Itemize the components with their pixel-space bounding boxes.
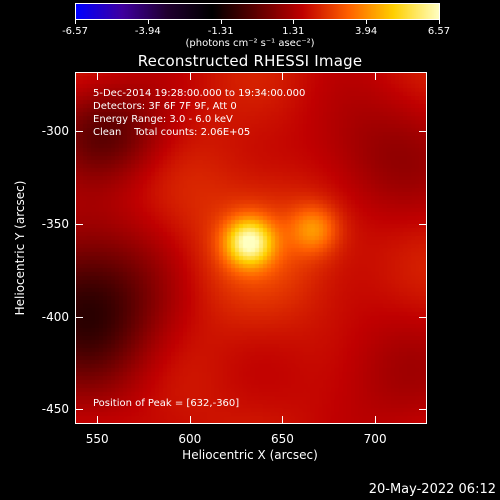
y-tick-right: [419, 316, 427, 318]
y-tick-left: [75, 223, 83, 225]
colorbar-units-label: (photons cm⁻² s⁻¹ asec⁻²): [185, 38, 315, 49]
y-tick-label: -350: [41, 216, 69, 231]
peak-position-annotation: Position of Peak = [632,-360]: [93, 398, 240, 409]
x-tick-bottom: [97, 416, 99, 424]
colorbar-tick: [293, 20, 295, 24]
colorbar: [75, 3, 440, 20]
colorbar-tick: [147, 20, 149, 24]
x-tick-label: 550: [85, 432, 109, 446]
y-tick-label: -300: [41, 124, 69, 139]
y-tick-label: -450: [41, 402, 69, 417]
detectors-annotation: Detectors: 3F 6F 7F 9F, Att 0: [93, 101, 237, 112]
x-tick-top: [189, 72, 191, 80]
colorbar-tick-label: -1.31: [207, 26, 234, 37]
x-axis-label: Heliocentric X (arcsec): [182, 448, 318, 462]
colorbar-tick-label: -3.94: [134, 26, 161, 37]
heatmap-image: [75, 72, 427, 424]
colorbar-tick-label: -6.57: [62, 26, 88, 37]
colorbar-tick: [75, 20, 76, 24]
y-tick-label: -400: [41, 309, 69, 324]
y-axis-label: Heliocentric Y (arcsec): [13, 180, 27, 316]
y-tick-left: [75, 316, 83, 318]
colorbar-tick: [439, 20, 440, 24]
x-tick-bottom: [282, 416, 284, 424]
x-tick-bottom: [375, 416, 377, 424]
colorbar-tick: [220, 20, 222, 24]
x-tick-label: 650: [271, 432, 294, 446]
colorbar-tick-label: 3.94: [355, 26, 378, 37]
colorbar-tick-label: 6.57: [427, 26, 451, 37]
y-tick-left: [75, 131, 83, 133]
x-tick-label: 700: [363, 432, 387, 446]
datestamp: 20-May-2022 06:12: [368, 482, 496, 497]
x-tick-top: [375, 72, 377, 80]
x-tick-label: 600: [178, 432, 202, 446]
y-tick-right: [419, 131, 427, 133]
colorbar-tick: [366, 20, 368, 24]
chart-title: Reconstructed RHESSI Image: [137, 52, 363, 70]
x-tick-top: [282, 72, 284, 80]
energy-range-annotation: Energy Range: 3.0 - 6.0 keV: [93, 114, 233, 125]
y-tick-right: [419, 409, 427, 411]
y-tick-right: [419, 223, 427, 225]
method-annotation: Clean Total counts: 2.06E+05: [93, 127, 251, 138]
colorbar-tick-label: 1.31: [282, 26, 305, 37]
y-tick-left: [75, 409, 83, 411]
x-tick-top: [97, 72, 99, 80]
time-range-annotation: 5-Dec-2014 19:28:00.000 to 19:34:00.000: [93, 88, 306, 99]
x-tick-bottom: [189, 416, 191, 424]
